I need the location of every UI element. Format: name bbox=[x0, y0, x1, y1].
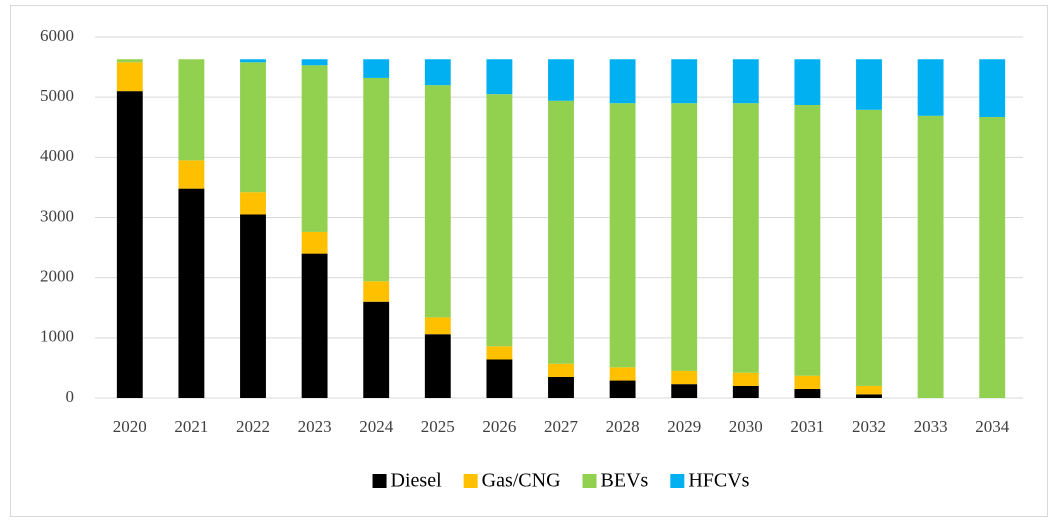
bar-segment bbox=[671, 59, 698, 104]
bar-segment bbox=[424, 59, 451, 86]
legend-label: Diesel bbox=[391, 470, 443, 492]
bar-segment bbox=[116, 59, 143, 63]
bar-segment bbox=[301, 231, 328, 254]
bar-segment bbox=[424, 317, 451, 335]
bar-segment bbox=[178, 188, 205, 398]
legend-label: HFCVs bbox=[688, 470, 749, 492]
y-tick-label: 3000 bbox=[40, 206, 74, 225]
bar-segment bbox=[732, 59, 759, 104]
bar-segment bbox=[116, 62, 143, 92]
bar-segment bbox=[363, 281, 390, 302]
bar-segment bbox=[794, 388, 821, 398]
x-tick-label: 2033 bbox=[914, 417, 948, 436]
bar-segment bbox=[486, 359, 513, 398]
bar-segment bbox=[609, 380, 636, 398]
bar-segment bbox=[732, 372, 759, 386]
y-tick-label: 2000 bbox=[40, 267, 74, 286]
bar-segment bbox=[609, 367, 636, 381]
bar-segment bbox=[116, 91, 143, 399]
x-tick-label: 2027 bbox=[544, 417, 579, 436]
y-tick-label: 6000 bbox=[40, 26, 74, 45]
legend-swatch bbox=[670, 474, 685, 488]
y-tick-label: 4000 bbox=[40, 146, 74, 165]
y-tick-label: 1000 bbox=[40, 327, 74, 346]
legend-swatch bbox=[372, 474, 387, 488]
bar-segment bbox=[486, 346, 513, 360]
bar-segment bbox=[301, 253, 328, 398]
bar-segment bbox=[856, 385, 882, 395]
bar-segment bbox=[240, 214, 266, 398]
chart-border bbox=[10, 5, 1048, 517]
bar-segment bbox=[671, 103, 698, 371]
bar-segment bbox=[794, 59, 821, 105]
bar-segment bbox=[424, 334, 451, 398]
x-tick-label: 2031 bbox=[790, 417, 824, 436]
bar-segment bbox=[794, 375, 821, 389]
x-tick-label: 2026 bbox=[482, 417, 516, 436]
legend-label: Gas/CNG bbox=[482, 470, 561, 492]
bar-segment bbox=[794, 104, 821, 376]
x-tick-label: 2024 bbox=[359, 417, 394, 436]
x-tick-label: 2032 bbox=[852, 417, 886, 436]
bar-segment bbox=[917, 115, 944, 399]
x-tick-label: 2021 bbox=[174, 417, 208, 436]
legend-swatch bbox=[582, 474, 597, 488]
bar-segment bbox=[732, 103, 759, 373]
bar-segment bbox=[548, 100, 574, 364]
x-tick-label: 2028 bbox=[606, 417, 640, 436]
bar-segment bbox=[486, 59, 513, 95]
x-tick-label: 2020 bbox=[113, 417, 147, 436]
bar-segment bbox=[301, 59, 328, 66]
bar-segment bbox=[732, 385, 759, 398]
legend-swatch bbox=[463, 474, 478, 488]
y-tick-label: 5000 bbox=[40, 86, 74, 105]
bar-segment bbox=[548, 363, 574, 377]
bar-segment bbox=[363, 301, 390, 398]
x-tick-label: 2030 bbox=[729, 417, 763, 436]
bar-segment bbox=[240, 192, 266, 215]
labels: 0 1000 2000 3000 4000 5000 6000 2020 2021 2022 202… bbox=[40, 26, 1010, 436]
x-tick-label: 2022 bbox=[236, 417, 270, 436]
bar-segment bbox=[917, 59, 944, 116]
bar-segment bbox=[548, 59, 574, 101]
bar-segment bbox=[856, 109, 882, 386]
bar-segment bbox=[240, 59, 266, 63]
bar-segment bbox=[979, 117, 1006, 398]
y-tick-label: 0 bbox=[66, 387, 75, 406]
bar-segment bbox=[301, 65, 328, 232]
bar-segment bbox=[363, 59, 390, 78]
bar-segment bbox=[486, 94, 513, 347]
bar-segment bbox=[363, 77, 390, 282]
bar-segment bbox=[178, 160, 205, 189]
bar-segment bbox=[671, 384, 698, 398]
bar-segment bbox=[548, 376, 574, 398]
bar-segment bbox=[856, 394, 882, 398]
bar-segment bbox=[424, 85, 451, 318]
x-tick-label: 2029 bbox=[667, 417, 701, 436]
bar-segment bbox=[178, 59, 205, 161]
bar-segment bbox=[671, 370, 698, 385]
bar-segment bbox=[609, 59, 636, 104]
legend-label: BEVs bbox=[601, 470, 649, 492]
x-tick-label: 2025 bbox=[421, 417, 455, 436]
bars bbox=[116, 59, 1006, 399]
bar-segment bbox=[856, 59, 882, 110]
x-tick-label: 2023 bbox=[298, 417, 332, 436]
legend: Diesel Gas/CNG BEVs HFCVs bbox=[372, 470, 750, 492]
bar-segment bbox=[609, 103, 636, 368]
bar-segment bbox=[240, 62, 266, 193]
bar-segment bbox=[979, 59, 1006, 118]
x-tick-label: 2034 bbox=[975, 417, 1010, 436]
